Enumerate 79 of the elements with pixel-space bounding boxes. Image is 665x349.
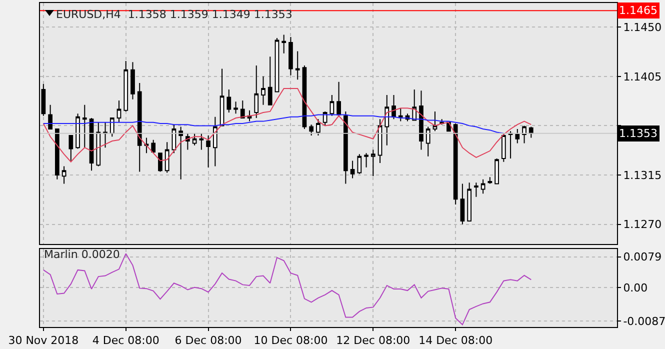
y-tick-label: 1.1405 [623, 70, 662, 84]
candlestick [370, 149, 376, 177]
candlestick [282, 34, 286, 54]
candlestick [432, 110, 438, 132]
candlestick [261, 76, 266, 106]
text: EURUSD,H4 1.1358 1.1359 1.1349 1.1353 [56, 8, 292, 21]
candlestick [357, 154, 362, 174]
x-tick-label: 12 Dec 08:00 [336, 334, 410, 348]
candlestick [124, 60, 128, 112]
candlestick [164, 142, 170, 174]
candlestick [460, 183, 465, 225]
candlestick [364, 152, 368, 168]
candlestick [116, 100, 122, 123]
candlestick [488, 176, 492, 184]
candlestick [206, 135, 210, 168]
y-tick-label: -0.0087 [623, 315, 665, 328]
candlestick [130, 62, 135, 100]
candlestick [178, 126, 183, 180]
candlestick [274, 38, 280, 92]
candlestick [110, 118, 114, 138]
line-series [42, 114, 504, 134]
candlestick [48, 104, 52, 130]
candlestick [515, 128, 520, 144]
candlestick [268, 56, 272, 106]
candlestick [522, 125, 526, 144]
candlestick [220, 68, 224, 126]
candlestick [295, 50, 300, 80]
candlestick [426, 126, 430, 157]
candlestick [474, 182, 478, 198]
candlestick [199, 132, 204, 150]
candlestick [528, 126, 534, 138]
candlestick [96, 122, 101, 167]
x-tick-label: 4 Dec 08:00 [92, 334, 160, 348]
x-tick-label: 10 Dec 08:00 [254, 334, 328, 348]
candlestick [144, 137, 149, 154]
ref-line-label: 1.1465 [619, 4, 658, 17]
candlestick [494, 158, 499, 184]
candlestick [508, 130, 513, 160]
candlestick [316, 118, 320, 136]
candlestick [76, 113, 80, 150]
candlestick [68, 135, 74, 162]
candlestick [343, 110, 348, 184]
x-tick-label: 14 Dec 08:00 [418, 334, 493, 348]
candlestick [501, 132, 506, 162]
y-tick-label: 0.0079 [623, 250, 662, 264]
candlestick [212, 116, 218, 167]
candlestick [309, 124, 314, 136]
y-tick-label: 1.1315 [623, 168, 662, 182]
x-tick-label: 30 Nov 2018 [8, 334, 79, 348]
candlestick [240, 100, 245, 119]
candlestick [254, 64, 259, 119]
chart-title: Marlin 0.0020 [44, 248, 120, 261]
candlestick [467, 182, 472, 222]
candlestick [398, 108, 403, 122]
candlestick [54, 128, 60, 180]
candlestick [137, 82, 142, 172]
candlestick [480, 178, 486, 194]
candlestick [234, 101, 238, 114]
candlestick [288, 36, 293, 76]
candlestick [330, 94, 334, 116]
candlestick [82, 104, 87, 148]
candlestick [384, 94, 390, 146]
candlestick [322, 110, 328, 126]
candlestick [151, 139, 156, 154]
x-tick-label: 6 Dec 08:00 [174, 334, 242, 348]
y-tick-label: 0.00 [623, 281, 648, 294]
candlestick [192, 132, 197, 146]
candlestick [378, 118, 382, 164]
candlestick [350, 160, 355, 179]
y-tick-label: 1.1270 [623, 218, 662, 232]
candlestick [226, 89, 232, 114]
y-tick-label: 1.1450 [623, 20, 662, 34]
candlestick [158, 152, 162, 172]
candlestick [62, 166, 66, 184]
ref-line-label: 1.1353 [619, 127, 658, 140]
candlestick [103, 122, 108, 148]
candlestick [392, 94, 396, 120]
line-series [42, 88, 532, 162]
candlestick [419, 90, 424, 150]
